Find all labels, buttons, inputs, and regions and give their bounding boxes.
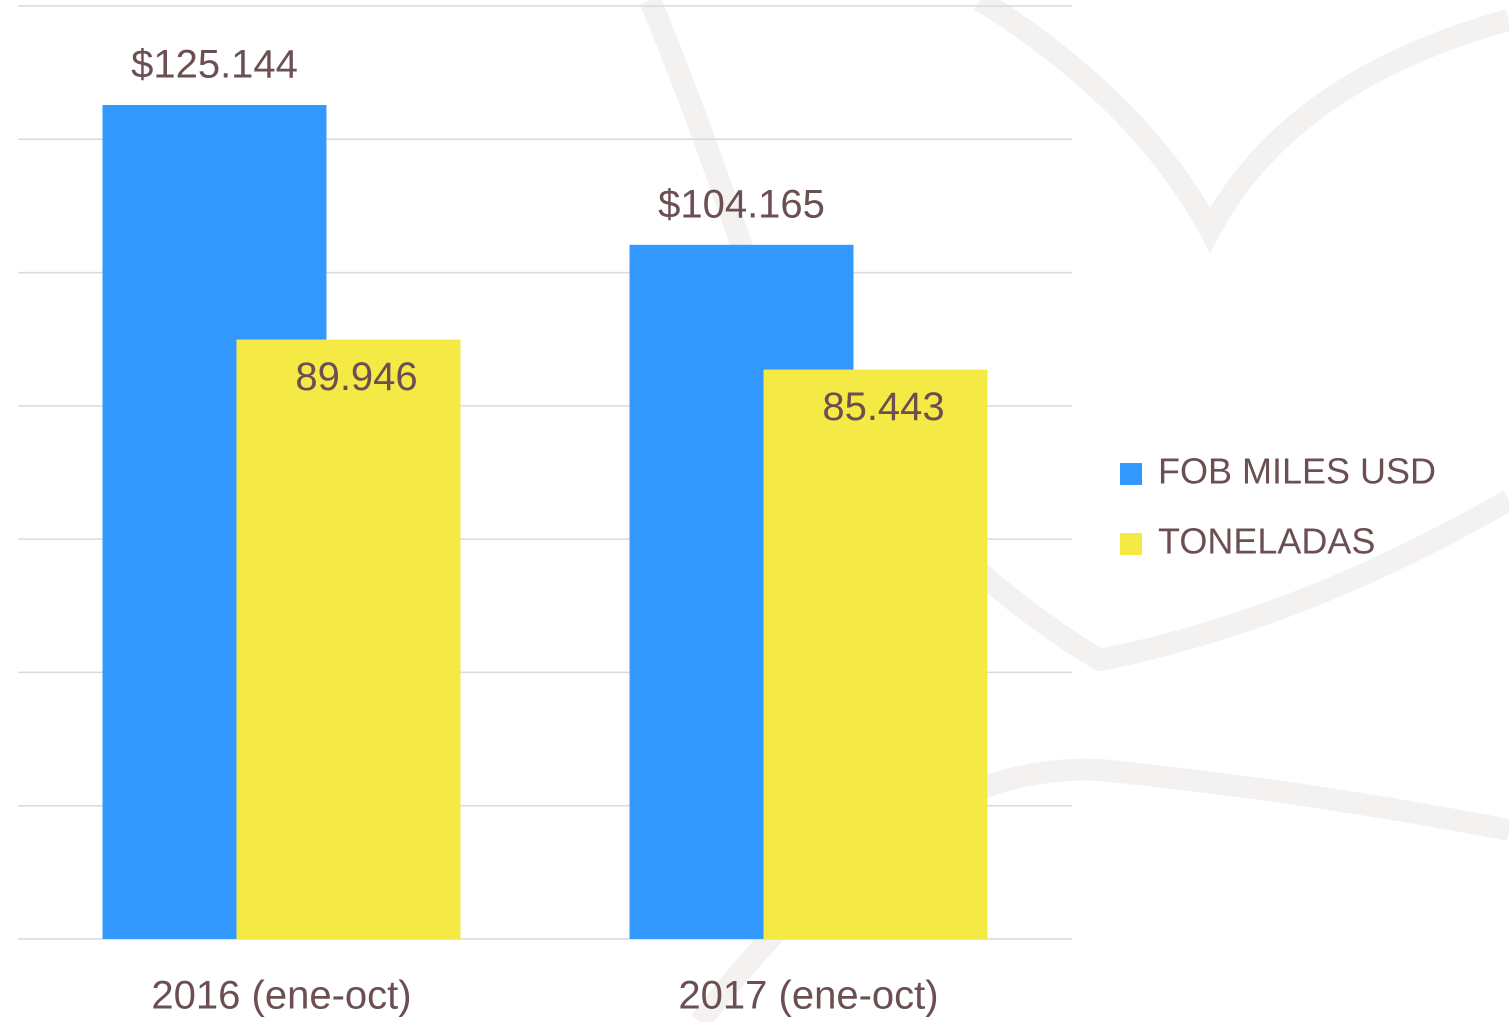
data-label: $104.165: [658, 182, 825, 226]
data-label: $125.144: [131, 43, 298, 87]
legend-swatch: [1120, 463, 1142, 485]
legend-label: TONELADAS: [1158, 521, 1375, 562]
legend-swatch: [1120, 533, 1142, 555]
data-label: 85.443: [822, 385, 944, 429]
bar: [237, 340, 461, 939]
x-tick-label: 2016 (ene-oct): [151, 974, 411, 1018]
data-label: 89.946: [295, 355, 417, 399]
legend-label: FOB MILES USD: [1158, 451, 1436, 492]
bar: [764, 370, 988, 939]
x-tick-label: 2017 (ene-oct): [678, 974, 938, 1018]
chart: 2016 (ene-oct) 2017 (ene-oct) $125.144 $104…: [0, 0, 1509, 1022]
